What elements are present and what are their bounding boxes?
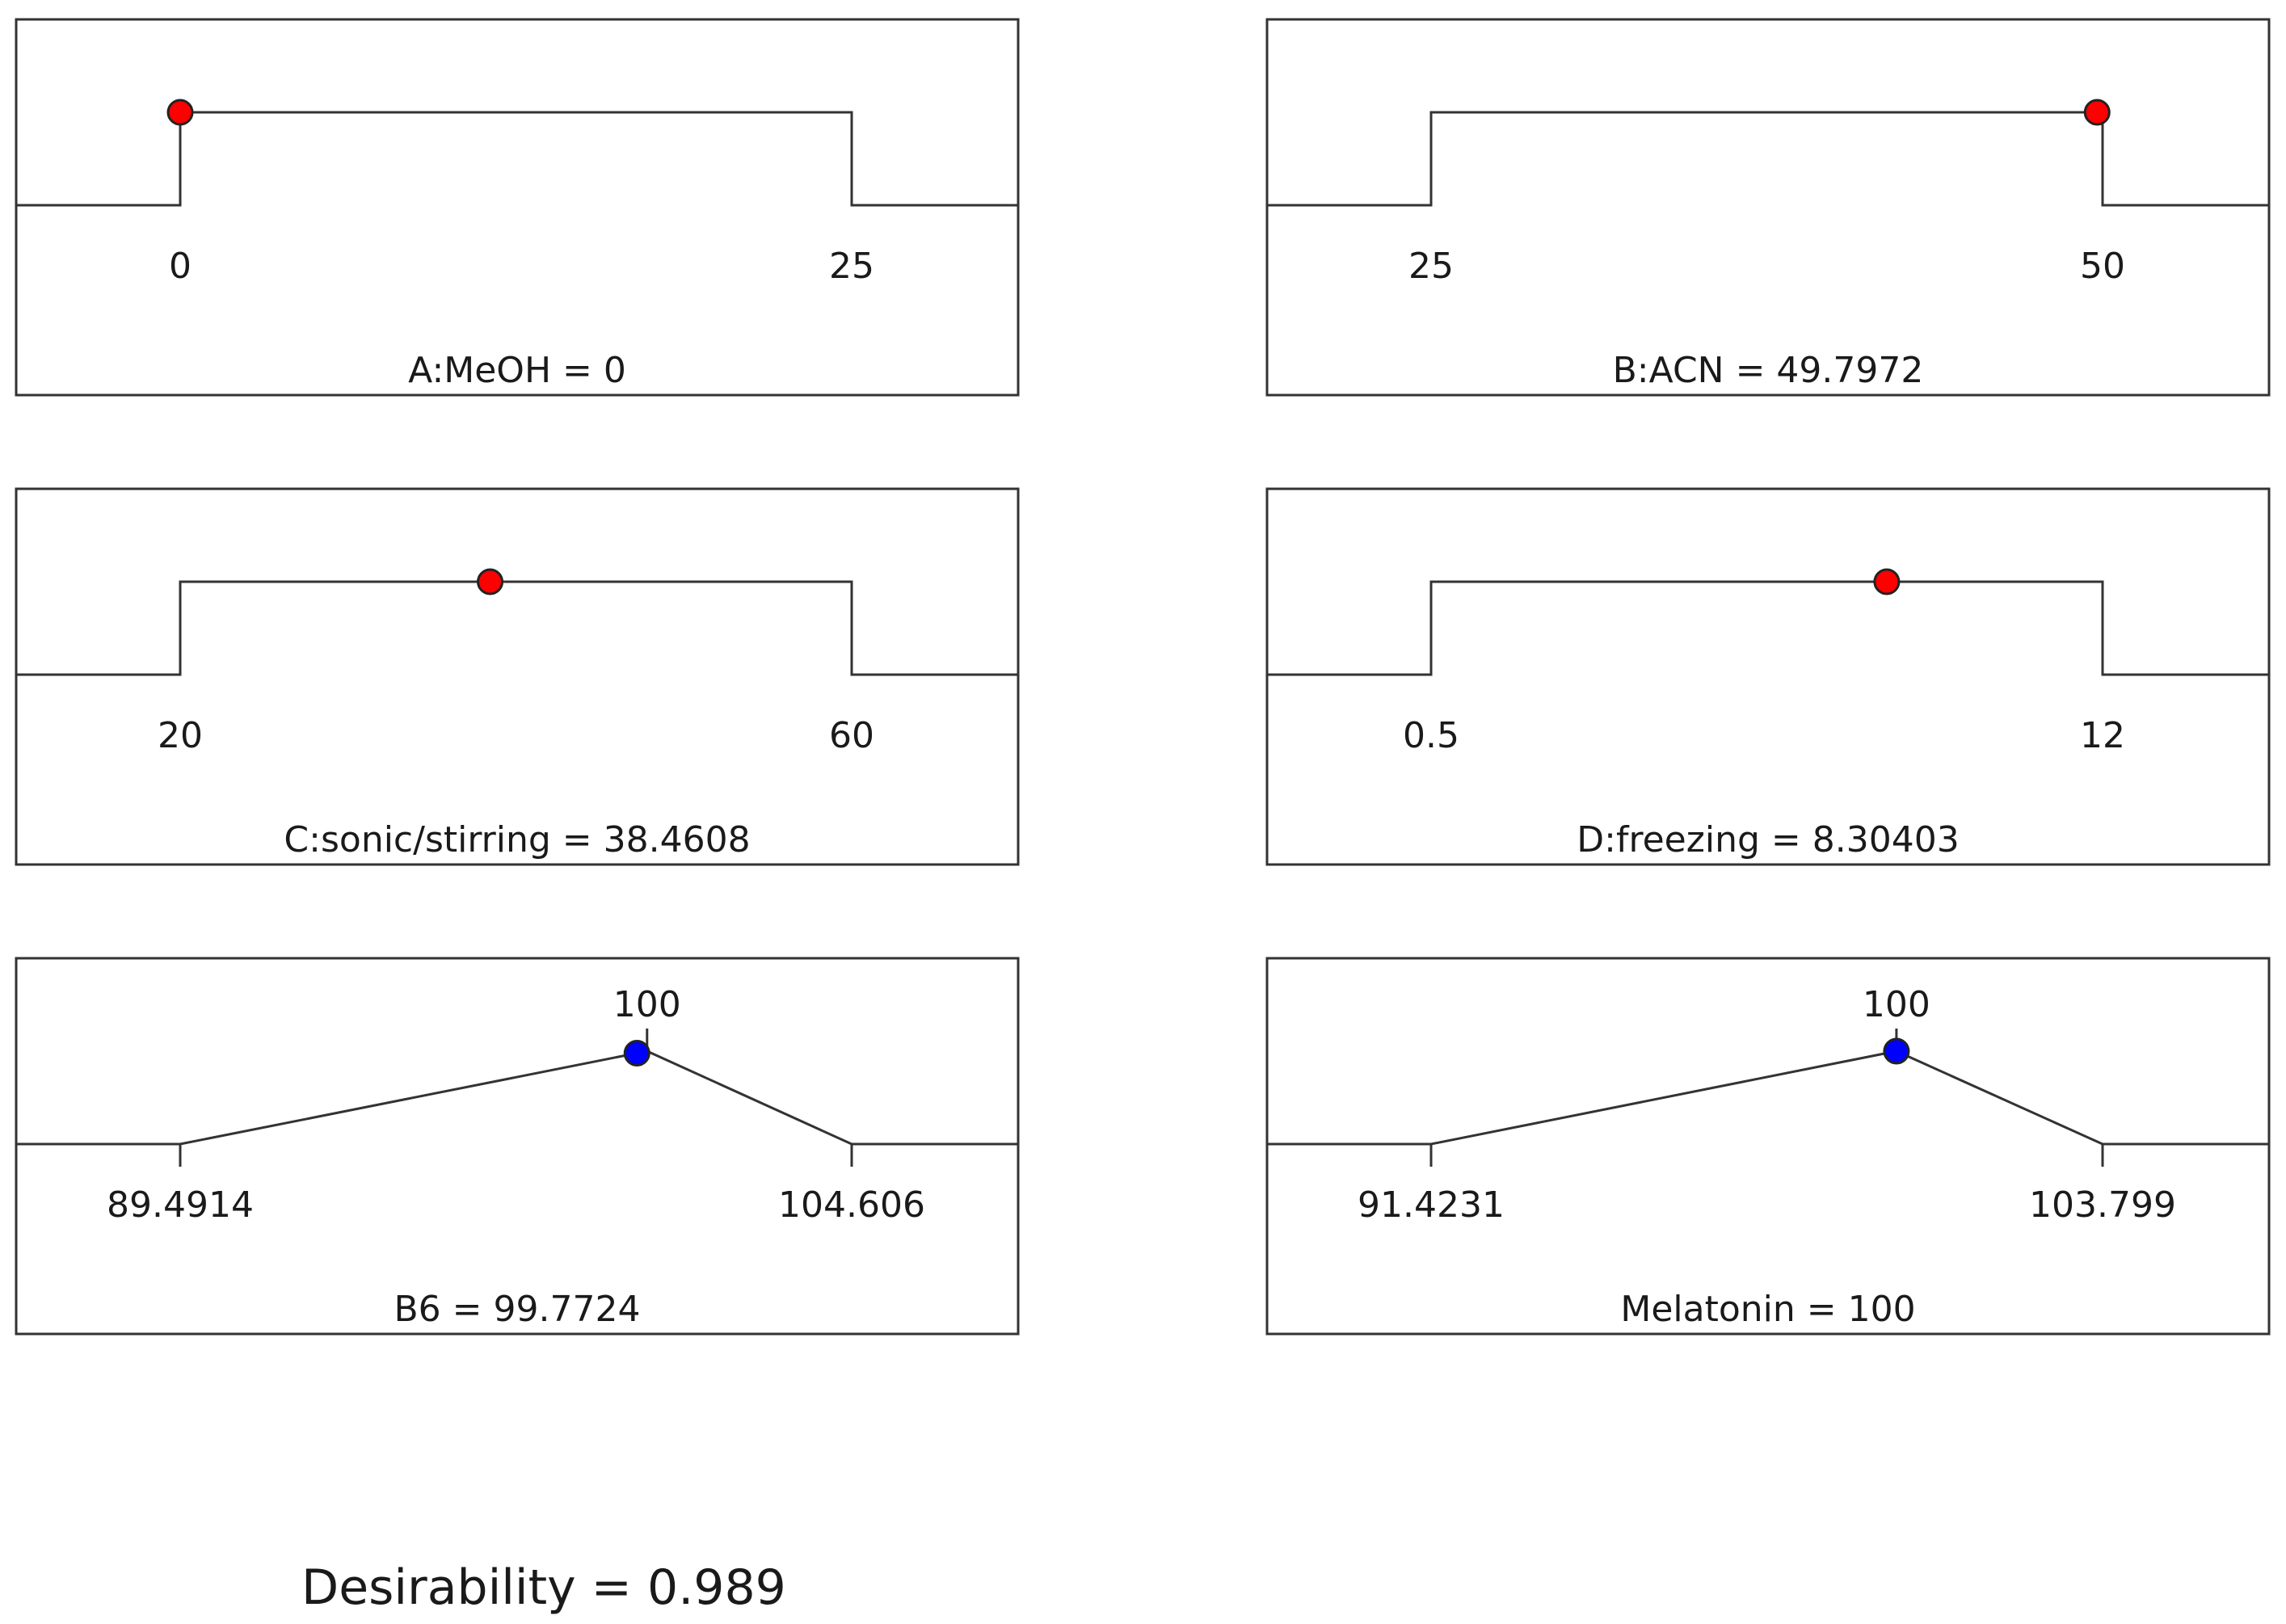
panel-6: 100 91.4231 103.799 Melatonin = 100 [1265, 957, 2271, 1336]
setting-point [477, 568, 504, 595]
desirability-ramp-line [16, 111, 1018, 207]
target-label: 100 [1863, 984, 1930, 1025]
panel-4: 0.5 12 D:freezing = 8.30403 [1265, 487, 2271, 866]
high-limit-label: 60 [829, 715, 874, 756]
setting-point [2083, 99, 2111, 126]
desirability-ramp-line [1267, 111, 2269, 207]
panel-caption: Melatonin = 100 [1620, 1289, 1915, 1330]
panel-1: 0 25 A:MeOH = 0 [15, 18, 1020, 397]
panel-frame [15, 487, 1020, 866]
high-limit-label: 104.606 [778, 1184, 925, 1226]
desirability-ramp-line [16, 1050, 1018, 1146]
high-limit-label: 103.799 [2029, 1184, 2176, 1226]
low-limit-label: 0 [169, 246, 192, 287]
setting-point [166, 99, 194, 126]
panel-frame [1265, 957, 2271, 1336]
panel-caption: D:freezing = 8.30403 [1577, 819, 1959, 860]
high-limit-label: 25 [829, 246, 874, 287]
high-limit-label: 12 [2080, 715, 2125, 756]
target-label: 100 [613, 984, 681, 1025]
panel-frame [1265, 18, 2271, 397]
panel-frame [15, 957, 1020, 1336]
panel-3: 20 60 C:sonic/stirring = 38.4608 [15, 487, 1020, 866]
low-limit-label: 91.4231 [1358, 1184, 1505, 1226]
desirability-value: Desirability = 0.989 [301, 1559, 786, 1616]
low-limit-label: 0.5 [1403, 715, 1459, 756]
setting-point [1873, 568, 1901, 595]
desirability-ramp-line [16, 580, 1018, 676]
setting-point [1883, 1037, 1910, 1065]
low-limit-label: 20 [158, 715, 203, 756]
low-limit-label: 89.4914 [107, 1184, 254, 1226]
setting-point [623, 1039, 650, 1067]
desirability-ramp-line [1267, 1050, 2269, 1146]
panel-caption: A:MeOH = 0 [408, 350, 626, 391]
panel-5: 100 89.4914 104.606 B6 = 99.7724 [15, 957, 1020, 1336]
panel-frame [15, 18, 1020, 397]
panel-caption: B6 = 99.7724 [394, 1289, 641, 1330]
high-limit-label: 50 [2080, 246, 2125, 287]
desirability-ramp-line [1267, 580, 2269, 676]
low-limit-label: 25 [1408, 246, 1454, 287]
panel-2: 25 50 B:ACN = 49.7972 [1265, 18, 2271, 397]
panel-frame [1265, 487, 2271, 866]
panel-caption: B:ACN = 49.7972 [1613, 350, 1924, 391]
panel-caption: C:sonic/stirring = 38.4608 [284, 819, 750, 860]
